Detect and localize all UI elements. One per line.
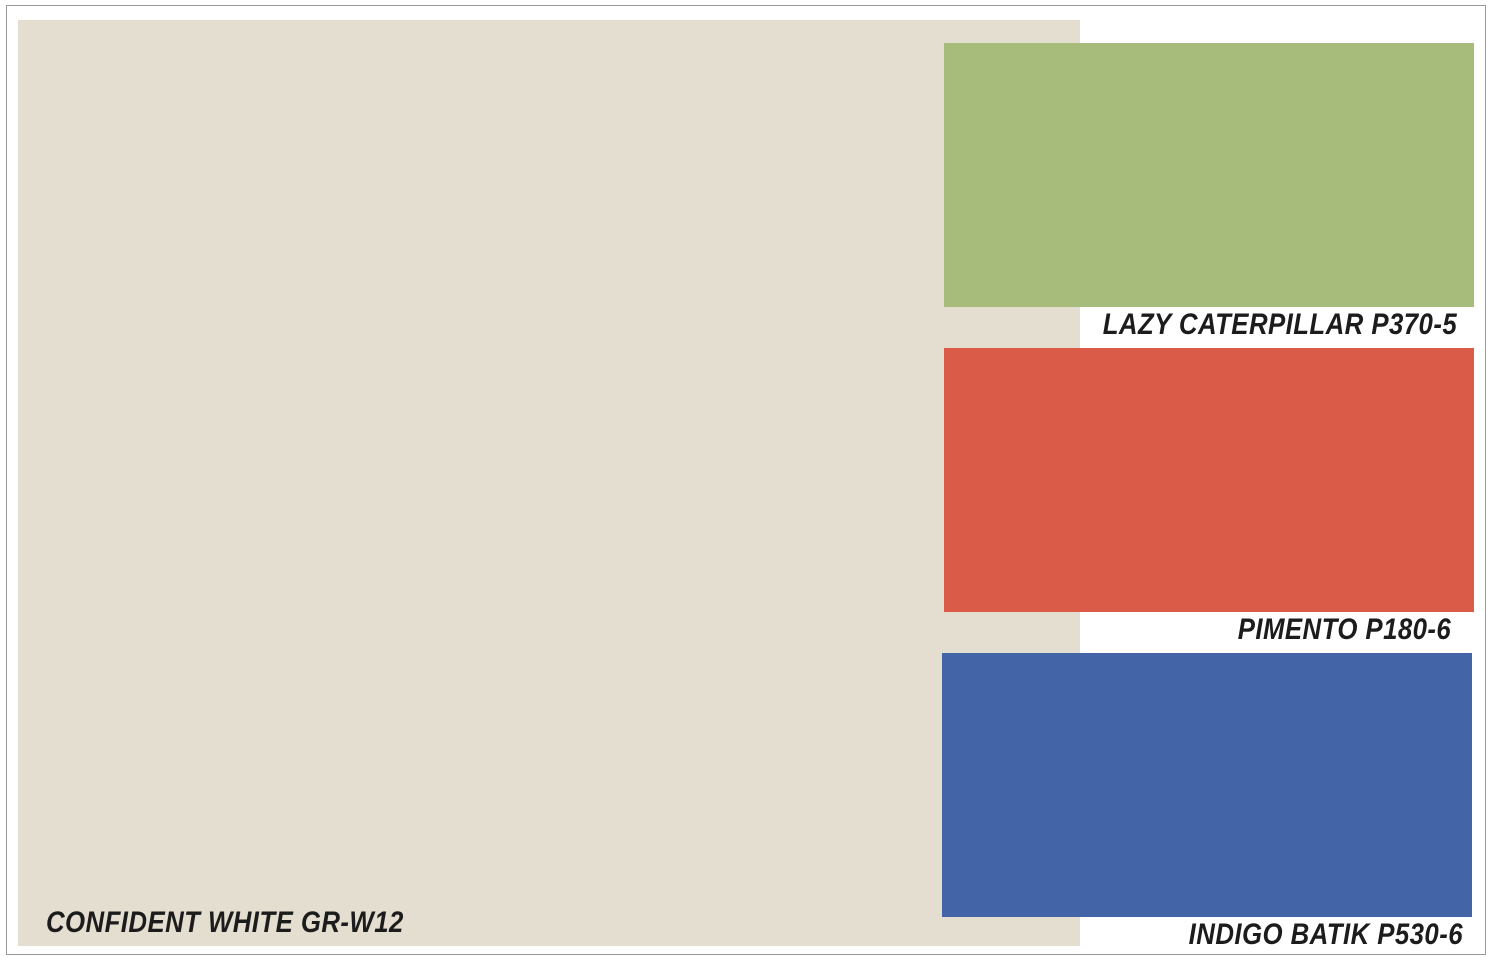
swatch-pimento [944,348,1474,612]
swatch-indigo-batik [942,653,1472,917]
swatch-label-pimento: PIMENTO P180-6 [1237,613,1451,646]
main-color-swatch [18,20,1080,946]
main-color-label: CONFIDENT WHITE GR-W12 [46,906,404,939]
swatch-label-lazy-caterpillar: LAZY CATERPILLAR P370-5 [1102,308,1457,341]
swatch-label-indigo-batik: INDIGO BATIK P530-6 [1188,918,1463,951]
swatch-lazy-caterpillar [944,43,1474,307]
